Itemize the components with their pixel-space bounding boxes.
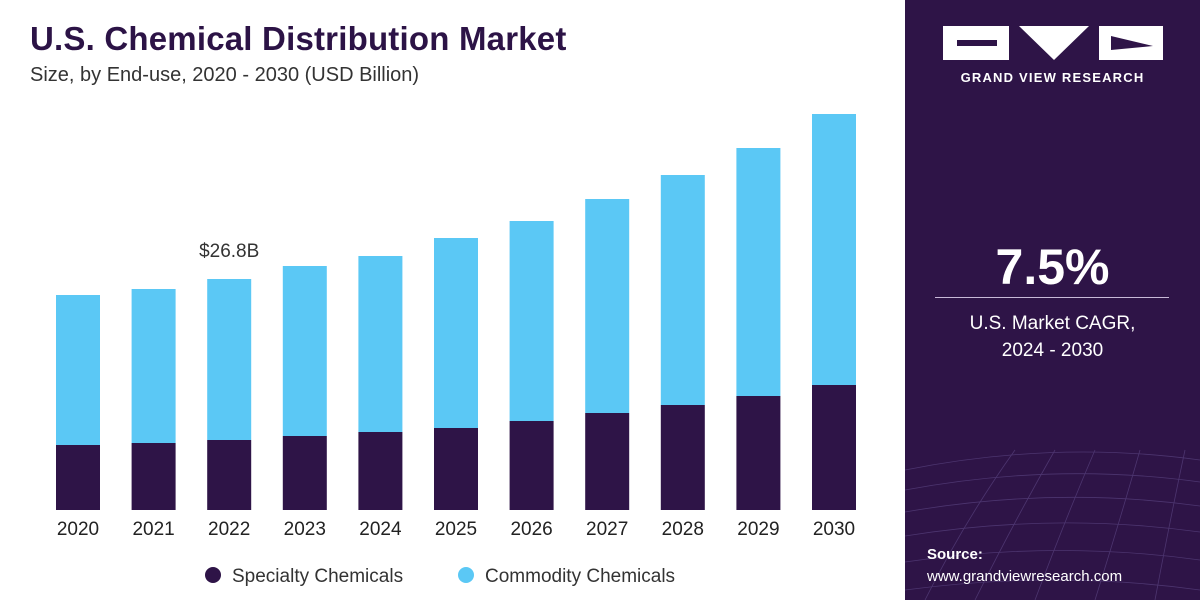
x-tick-label: 2020 — [57, 519, 99, 540]
cagr-label: U.S. Market CAGR, 2024 - 2030 — [905, 310, 1200, 364]
brand-name: GRAND VIEW RESEARCH — [960, 70, 1145, 85]
bar-specialty-2026 — [509, 421, 554, 510]
sidebar-panel: GRAND VIEW RESEARCH 7.5% U.S. Market CAG… — [905, 0, 1200, 600]
bar-commodity-2029 — [736, 148, 781, 396]
bar-value-annotation: $26.8B — [199, 241, 259, 262]
bar-commodity-2020 — [56, 295, 100, 445]
cagr-label-line2: 2024 - 2030 — [1001, 340, 1104, 361]
x-tick-label: 2025 — [435, 519, 477, 540]
x-tick-label: 2021 — [132, 519, 174, 540]
x-tick-label: 2026 — [510, 519, 552, 540]
legend-marker-specialty — [205, 567, 221, 583]
cagr-divider — [935, 297, 1169, 298]
x-tick-label: 2030 — [813, 519, 855, 540]
bar-specialty-2027 — [585, 413, 630, 510]
bar-specialty-2025 — [434, 428, 478, 510]
cagr-value: 7.5% — [995, 239, 1110, 295]
bar-chart: 2020 2021 2022 2023 2024 2025 2026 2027 2028 2029… — [56, 114, 856, 587]
bar-commodity-2026 — [509, 221, 554, 421]
legend-label-commodity: Commodity Chemicals — [485, 566, 675, 587]
source-label: Source: — [927, 546, 983, 563]
chart-panel: U.S. Chemical Distribution Market Size, … — [30, 20, 856, 587]
chart-subtitle: Size, by End-use, 2020 - 2030 (USD Billi… — [30, 64, 420, 86]
bar-specialty-2030 — [812, 385, 856, 510]
x-tick-label: 2027 — [586, 519, 628, 540]
chart-title: U.S. Chemical Distribution Market — [30, 20, 567, 57]
bar-specialty-2021 — [131, 443, 176, 510]
bar-specialty-2024 — [358, 432, 403, 510]
x-tick-label: 2029 — [737, 519, 779, 540]
bar-specialty-2022 — [207, 440, 252, 510]
x-tick-label: 2022 — [208, 519, 250, 540]
x-tick-label: 2023 — [284, 519, 326, 540]
bar-commodity-2028 — [660, 175, 705, 405]
decorative-grid — [905, 449, 1200, 600]
bar-commodity-2025 — [434, 238, 478, 428]
bar-specialty-2023 — [282, 436, 327, 510]
gvr-logo — [943, 26, 1163, 60]
x-tick-label: 2028 — [662, 519, 704, 540]
bar-commodity-2030 — [812, 114, 856, 385]
source-link[interactable]: www.grandviewresearch.com — [927, 568, 1123, 585]
bar-commodity-2024 — [358, 256, 403, 432]
x-tick-label: 2024 — [359, 519, 402, 540]
bar-commodity-2022 — [207, 279, 252, 440]
bar-specialty-2020 — [56, 445, 100, 510]
legend-marker-commodity — [458, 567, 474, 583]
bar-commodity-2021 — [131, 289, 176, 443]
bar-commodity-2023 — [282, 266, 327, 436]
bar-specialty-2029 — [736, 396, 781, 510]
bar-specialty-2028 — [660, 405, 705, 510]
legend-label-specialty: Specialty Chemicals — [232, 566, 403, 587]
bar-commodity-2027 — [585, 199, 630, 413]
cagr-label-line1: U.S. Market CAGR, — [969, 313, 1136, 334]
